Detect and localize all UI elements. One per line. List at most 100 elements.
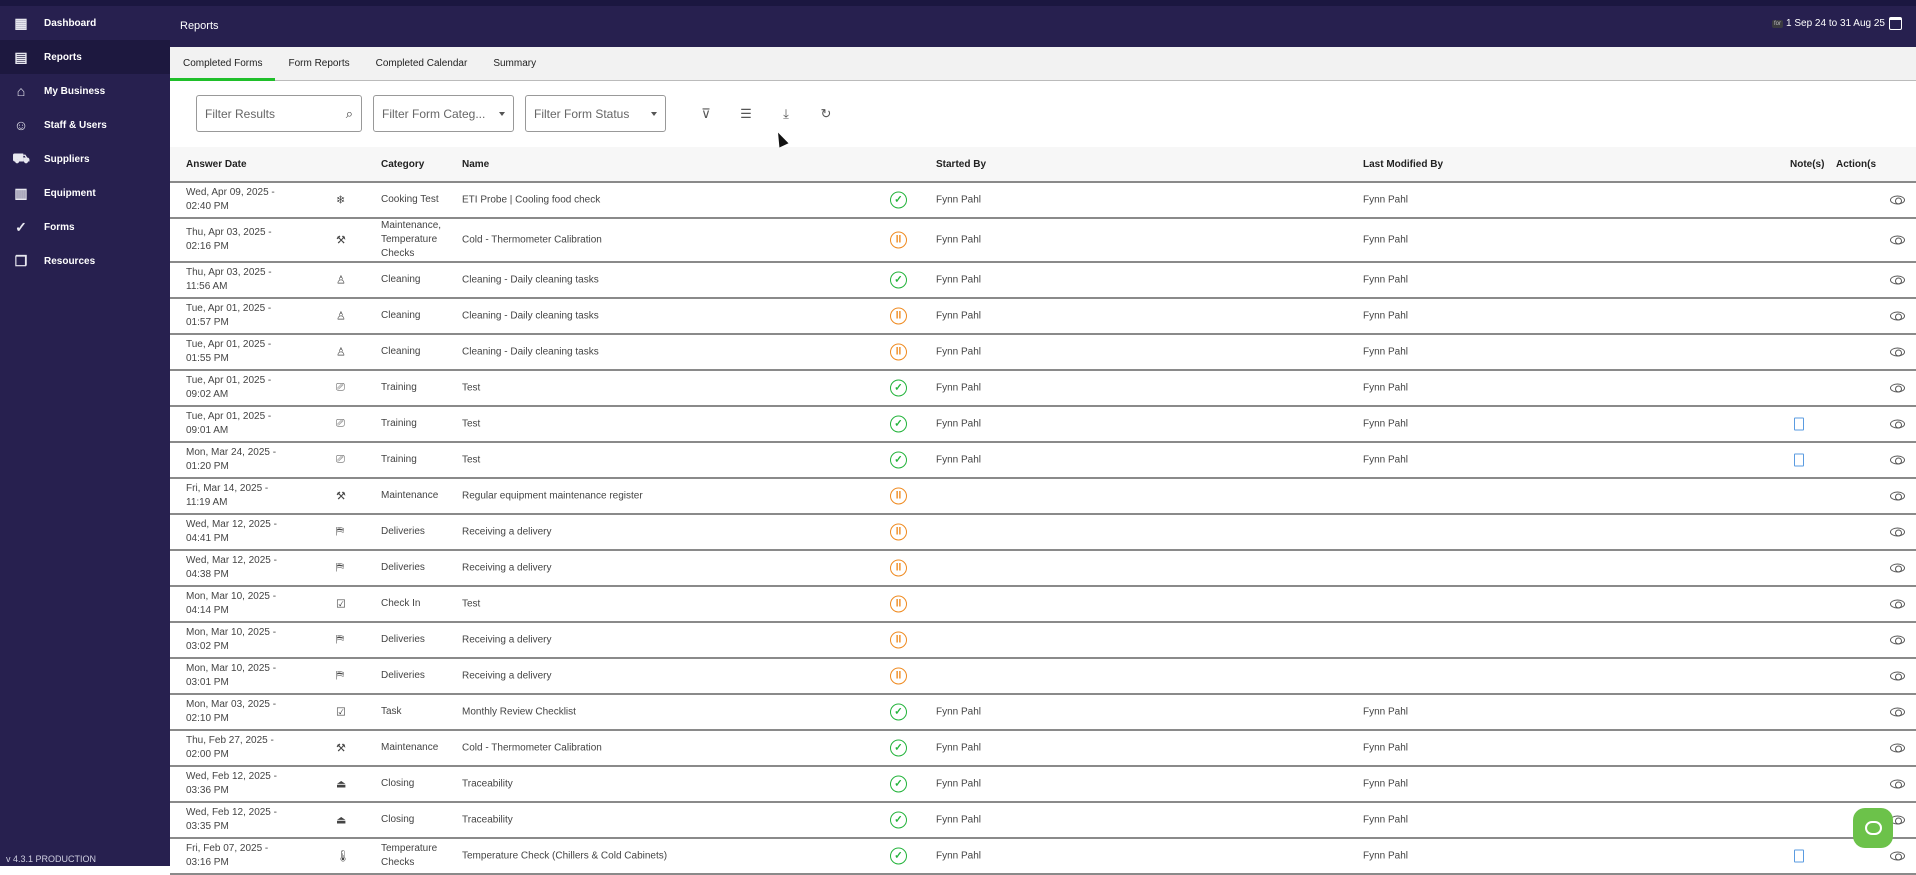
fridge-icon: ▥	[14, 184, 28, 201]
category: Training	[381, 382, 417, 393]
sidebar-item-suppliers[interactable]: ⛟ Suppliers	[0, 142, 170, 176]
help-chat-button[interactable]	[1853, 808, 1893, 848]
view-eye-icon[interactable]	[1890, 383, 1905, 393]
category: Deliveries	[381, 526, 425, 537]
tab-form-reports[interactable]: Form Reports	[288, 58, 350, 69]
category-icon: ⏏	[336, 778, 347, 791]
view-eye-icon[interactable]	[1890, 311, 1905, 321]
table-row[interactable]: Wed, Mar 12, 2025 - 04:38 PM ⛿ Deliverie…	[170, 551, 1916, 587]
tab-summary[interactable]: Summary	[493, 58, 537, 69]
view-eye-icon[interactable]	[1890, 491, 1905, 501]
sidebar-item-resources[interactable]: ❐ Resources	[0, 244, 170, 278]
calendar-icon[interactable]	[1889, 17, 1902, 30]
pause-circle-icon: ll	[890, 559, 907, 577]
answer-date: Wed, Feb 12, 2025 - 03:36 PM	[186, 771, 277, 796]
view-eye-icon[interactable]	[1890, 599, 1905, 609]
search-input[interactable]: Filter Results ⌕	[196, 95, 362, 132]
view-eye-icon[interactable]	[1890, 455, 1905, 465]
pause-circle-icon: ll	[890, 231, 907, 249]
category-icon: ❄	[336, 194, 346, 207]
note-document-icon[interactable]	[1794, 453, 1804, 467]
header-started-by[interactable]: Started By	[936, 159, 987, 170]
table-row[interactable]: Fri, Feb 07, 2025 - 03:16 PM 🌡 Temperatu…	[170, 839, 1916, 875]
view-eye-icon[interactable]	[1890, 275, 1905, 285]
note-document-icon[interactable]	[1794, 849, 1804, 863]
tab-completed-forms[interactable]: Completed Forms	[170, 47, 276, 81]
sidebar-item-equipment[interactable]: ▥ Equipment	[0, 176, 170, 210]
view-eye-icon[interactable]	[1890, 347, 1905, 357]
table-row[interactable]: Wed, Apr 09, 2025 - 02:40 PM ❄ Cooking T…	[170, 183, 1916, 219]
view-eye-icon[interactable]	[1890, 563, 1905, 573]
table-row[interactable]: Mon, Mar 10, 2025 - 03:02 PM ⛿ Deliverie…	[170, 623, 1916, 659]
table-row[interactable]: Thu, Apr 03, 2025 - 02:16 PM ⚒ Maintenan…	[170, 219, 1916, 263]
view-eye-icon[interactable]	[1890, 419, 1905, 429]
date-range-picker[interactable]: for 1 Sep 24 to 31 Aug 25	[1772, 17, 1902, 30]
answer-date: Thu, Feb 27, 2025 - 02:00 PM	[186, 735, 274, 760]
view-eye-icon[interactable]	[1890, 195, 1905, 205]
table-row[interactable]: Mon, Mar 10, 2025 - 04:14 PM ☑ Check In …	[170, 587, 1916, 623]
view-eye-icon[interactable]	[1890, 851, 1905, 861]
started-by: Fynn Pahl	[936, 310, 982, 322]
check-circle-icon: ✓	[890, 379, 907, 397]
search-placeholder: Filter Results	[205, 106, 276, 121]
clear-filter-icon[interactable]: ⊽	[701, 105, 711, 121]
advanced-search-icon[interactable]: ☰	[740, 105, 752, 121]
started-by: Fynn Pahl	[936, 778, 982, 790]
table-row[interactable]: Wed, Feb 12, 2025 - 03:36 PM ⏏ Closing T…	[170, 767, 1916, 803]
table-row[interactable]: Thu, Apr 03, 2025 - 11:56 AM ♙ Cleaning …	[170, 263, 1916, 299]
table-row[interactable]: Tue, Apr 01, 2025 - 01:57 PM ♙ Cleaning …	[170, 299, 1916, 335]
form-name: Cleaning - Daily cleaning tasks	[462, 310, 599, 322]
status-select[interactable]: Filter Form Status	[525, 95, 666, 132]
sidebar-item-forms[interactable]: ✓ Forms	[0, 210, 170, 244]
view-eye-icon[interactable]	[1890, 707, 1905, 717]
table-row[interactable]: Mon, Mar 10, 2025 - 03:01 PM ⛿ Deliverie…	[170, 659, 1916, 695]
table-row[interactable]: Mon, Mar 24, 2025 - 01:20 PM ⎚ Training …	[170, 443, 1916, 479]
table-row[interactable]: Fri, Mar 14, 2025 - 11:19 AM ⚒ Maintenan…	[170, 479, 1916, 515]
refresh-icon[interactable]: ↻	[820, 105, 832, 121]
sidebar: ▦ Dashboard ▤ Reports ⌂ My Business ☺ Staff & U…	[0, 6, 170, 866]
last-modified-by: Fynn Pahl	[1363, 778, 1409, 790]
form-name: ETI Probe | Cooling food check	[462, 194, 601, 206]
note-document-icon[interactable]	[1794, 417, 1804, 431]
check-circle-icon: ✓	[890, 451, 907, 469]
view-eye-icon[interactable]	[1890, 743, 1905, 753]
table-row[interactable]: Thu, Feb 27, 2025 - 02:00 PM ⚒ Maintenan…	[170, 731, 1916, 767]
table-row[interactable]: Wed, Mar 12, 2025 - 04:41 PM ⛿ Deliverie…	[170, 515, 1916, 551]
category-icon: ♙	[336, 310, 346, 323]
table-row[interactable]: Tue, Apr 01, 2025 - 09:01 AM ⎚ Training …	[170, 407, 1916, 443]
category-icon: ⏏	[336, 814, 347, 827]
category-icon: ⚒	[336, 742, 346, 755]
sidebar-item-dashboard[interactable]: ▦ Dashboard	[0, 6, 170, 40]
table-row[interactable]: Tue, Apr 01, 2025 - 01:55 PM ♙ Cleaning …	[170, 335, 1916, 371]
check-circle-icon: ✓	[890, 739, 907, 757]
view-eye-icon[interactable]	[1890, 527, 1905, 537]
reports-icon: ▤	[14, 48, 28, 65]
table-row[interactable]: Wed, Feb 12, 2025 - 03:35 PM ⏏ Closing T…	[170, 803, 1916, 839]
header-last-modified-by[interactable]: Last Modified By	[1363, 159, 1444, 170]
view-eye-icon[interactable]	[1890, 635, 1905, 645]
table-row[interactable]: Tue, Apr 01, 2025 - 09:02 AM ⎚ Training …	[170, 371, 1916, 407]
category-icon: ⎚	[336, 381, 345, 394]
sidebar-item-staff-users[interactable]: ☺ Staff & Users	[0, 108, 170, 142]
started-by: Fynn Pahl	[936, 742, 982, 754]
answer-date: Wed, Feb 12, 2025 - 03:35 PM	[186, 807, 277, 832]
category: Deliveries	[381, 670, 425, 681]
form-name: Test	[462, 454, 481, 466]
filter-bar: Filter Results ⌕ Filter Form Categ... Fi…	[196, 95, 837, 132]
view-eye-icon[interactable]	[1890, 235, 1905, 245]
view-eye-icon[interactable]	[1890, 671, 1905, 681]
category-select[interactable]: Filter Form Categ...	[373, 95, 514, 132]
tab-completed-calendar[interactable]: Completed Calendar	[375, 58, 468, 69]
sidebar-item-reports[interactable]: ▤ Reports	[0, 40, 170, 74]
header-category[interactable]: Category	[381, 159, 425, 170]
form-name: Receiving a delivery	[462, 670, 552, 682]
header-answer-date[interactable]: Answer Date	[186, 159, 247, 170]
download-icon[interactable]: ⤓	[783, 105, 789, 121]
answer-date: Fri, Feb 07, 2025 - 03:16 PM	[186, 843, 269, 868]
view-eye-icon[interactable]	[1890, 779, 1905, 789]
last-modified-by: Fynn Pahl	[1363, 346, 1409, 358]
table-row[interactable]: Mon, Mar 03, 2025 - 02:10 PM ☑ Task Mont…	[170, 695, 1916, 731]
sidebar-item-my-business[interactable]: ⌂ My Business	[0, 74, 170, 108]
category: Training	[381, 418, 417, 429]
header-name[interactable]: Name	[462, 159, 490, 170]
